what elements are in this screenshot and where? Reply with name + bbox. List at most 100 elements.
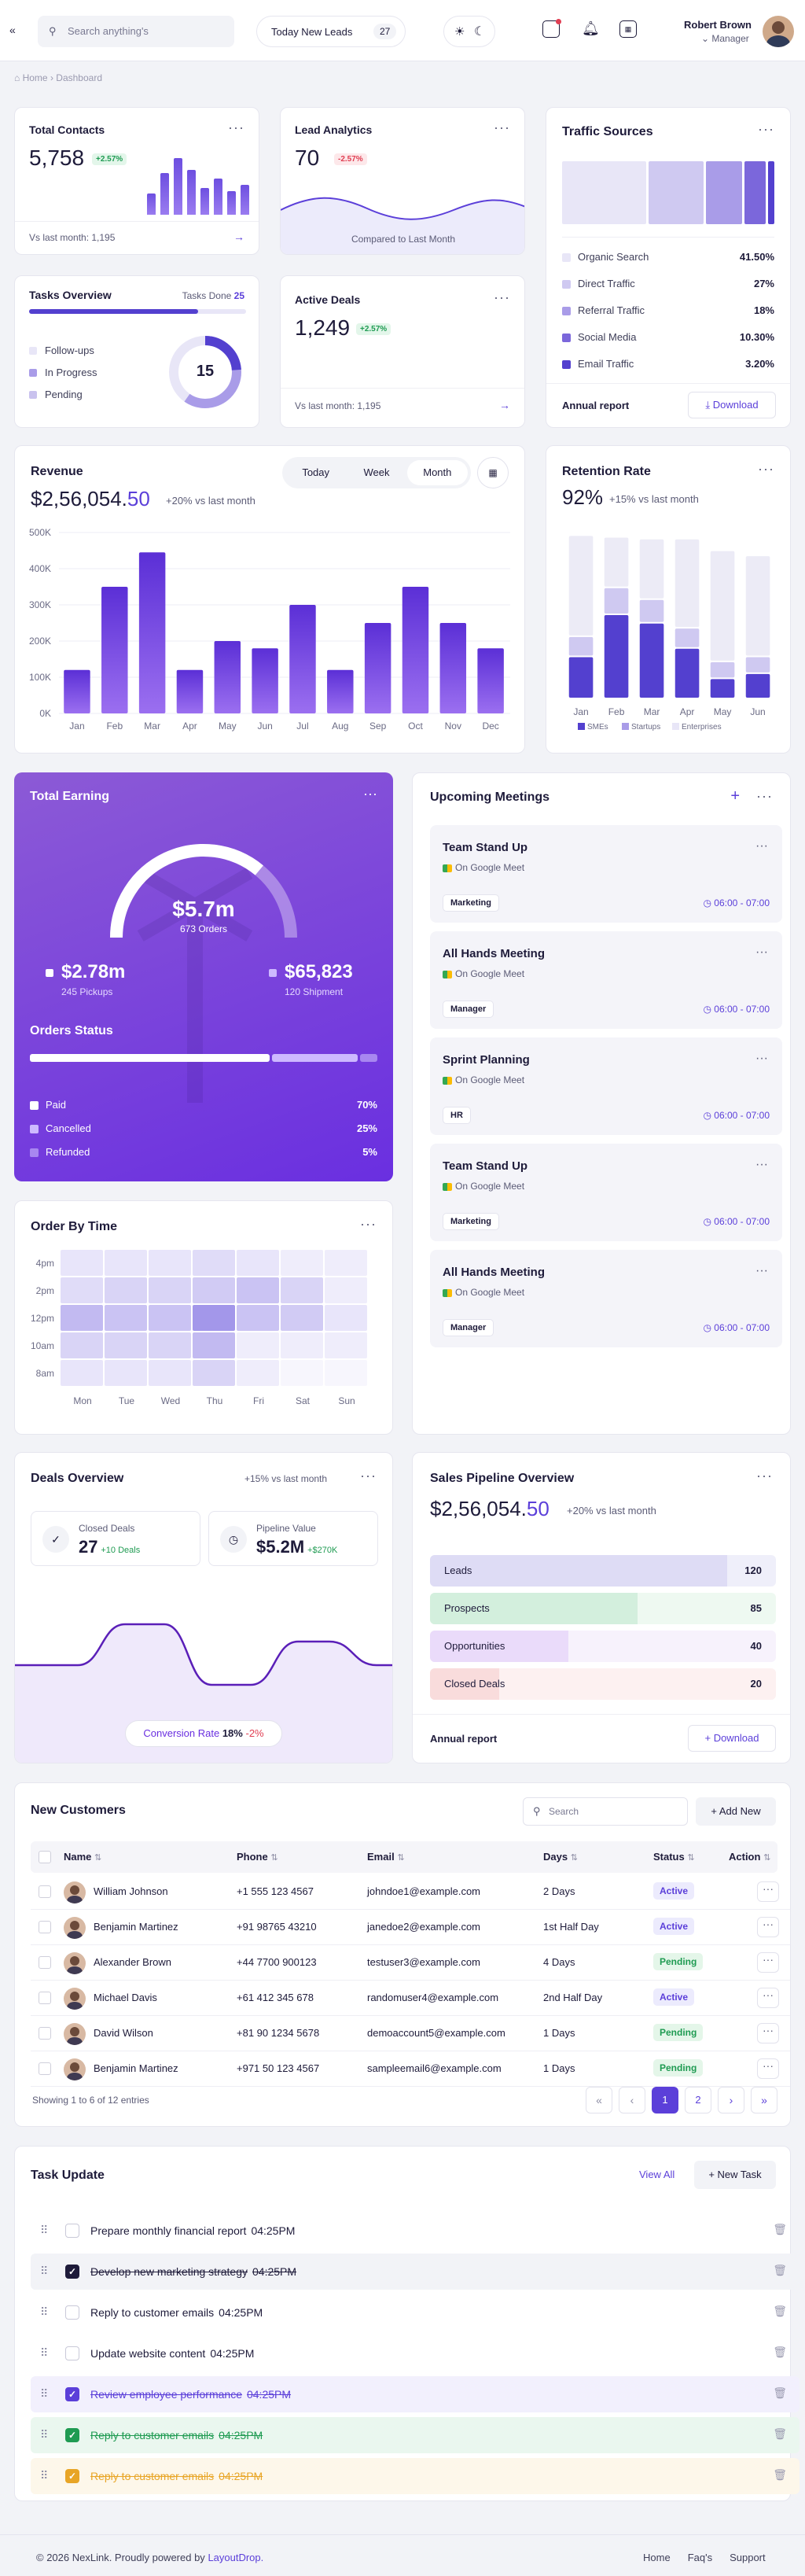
more-actions-button[interactable]: ··· [757,2023,779,2043]
next-page-icon[interactable]: › [718,2087,744,2113]
more-icon[interactable]: ··· [755,945,768,959]
trash-icon[interactable]: 🗑︎ [773,2468,787,2481]
last-page-icon[interactable]: » [751,2087,777,2113]
task-checkbox[interactable] [65,2305,79,2320]
customer-search[interactable]: ⚲ Search [523,1797,688,1826]
task-checkbox[interactable]: ✓ [65,2428,79,2442]
home-icon[interactable]: ⌂ [14,72,20,83]
pipeline-stage[interactable]: Closed Deals 20 [430,1668,776,1700]
more-icon[interactable]: ··· [755,839,768,853]
trash-icon[interactable]: 🗑︎ [773,2223,787,2235]
tab-today[interactable]: Today [302,466,330,478]
tab-week[interactable]: Week [363,466,390,478]
drag-handle-icon[interactable]: ⠿ [40,2224,49,2236]
drag-handle-icon[interactable]: ⠿ [40,2387,49,2400]
arrow-right-icon[interactable]: → [499,399,510,411]
collapse-sidebar-icon[interactable]: « [9,24,16,36]
trash-icon[interactable]: 🗑︎ [773,2264,787,2276]
pipeline-stage[interactable]: Opportunities 40 [430,1631,776,1662]
bell-icon[interactable]: 🔔︎ [582,20,600,36]
footer-link-support[interactable]: Support [730,2552,766,2563]
more-icon[interactable]: ··· [360,1468,377,1483]
tab-month[interactable]: Month [406,460,468,485]
table-row[interactable]: Benjamin Martinez +971 50 123 4567 samplee… [31,2051,790,2087]
search-box[interactable]: ⚲ Search anything's [38,16,234,47]
brand-link[interactable]: LayoutDrop. [208,2552,264,2563]
calendar-icon[interactable]: ▦ [619,20,637,38]
task-checkbox[interactable]: ✓ [65,2265,79,2279]
pipeline-stage[interactable]: Prospects 85 [430,1593,776,1624]
download-button[interactable]: + Download [688,1725,776,1752]
more-icon[interactable]: ··· [755,1052,768,1065]
more-icon[interactable]: ··· [360,1216,377,1232]
header-days[interactable]: Days ⇅ [543,1851,578,1863]
table-row[interactable]: William Johnson +1 555 123 4567 johndoe1@e… [31,1874,790,1910]
task-item[interactable]: ⠿ Update website content 04:25PM 🗑︎ [31,2335,799,2371]
more-icon[interactable]: ··· [756,788,773,804]
trash-icon[interactable]: 🗑︎ [773,2305,787,2317]
more-actions-button[interactable]: ··· [757,1988,779,2008]
user-role[interactable]: ⌄ Manager [701,33,749,44]
header-name[interactable]: Name ⇅ [64,1851,101,1863]
drag-handle-icon[interactable]: ⠿ [40,2265,49,2277]
task-item[interactable]: ⠿ ✓ Reply to customer emails 04:25PM 🗑︎ [31,2458,799,2494]
more-icon[interactable]: ··· [363,786,377,802]
meeting-item[interactable]: Team Stand Up ··· On Google Meet Marketing ◷… [430,825,782,923]
drag-handle-icon[interactable]: ⠿ [40,2469,49,2482]
arrow-right-icon[interactable]: → [233,230,244,243]
task-checkbox[interactable] [65,2224,79,2238]
more-actions-button[interactable]: ··· [757,1881,779,1902]
trash-icon[interactable]: 🗑︎ [773,2386,787,2399]
row-checkbox[interactable] [39,1921,51,1933]
table-row[interactable]: Michael Davis +61 412 345 678 randomuser4@… [31,1981,790,2016]
page-1[interactable]: 1 [652,2087,678,2113]
user-name[interactable]: Robert Brown [684,19,752,31]
page-2[interactable]: 2 [685,2087,711,2113]
drag-handle-icon[interactable]: ⠿ [40,2428,49,2441]
table-row[interactable]: Benjamin Martinez +91 98765 43210 janedoe2… [31,1910,790,1945]
more-icon[interactable]: ··· [494,289,510,305]
more-icon[interactable]: ··· [228,120,244,135]
row-checkbox[interactable] [39,1956,51,1969]
customer-search-input[interactable]: Search [549,1806,579,1817]
add-new-button[interactable]: + Add New [696,1797,776,1826]
moon-icon[interactable]: ☾ [474,25,486,39]
drag-handle-icon[interactable]: ⠿ [40,2305,49,2318]
today-leads[interactable]: Today New Leads 27 [256,16,406,47]
more-icon[interactable]: ··· [758,121,774,137]
more-icon[interactable]: ··· [758,461,774,477]
view-all-link[interactable]: View All [639,2169,675,2180]
trash-icon[interactable]: 🗑︎ [773,2427,787,2440]
table-row[interactable]: Alexander Brown +44 7700 900123 testuser3@… [31,1945,790,1981]
trash-icon[interactable]: 🗑︎ [773,2346,787,2358]
more-actions-button[interactable]: ··· [757,2058,779,2079]
messages-icon[interactable] [542,19,561,38]
drag-handle-icon[interactable]: ⠿ [40,2346,49,2359]
sun-icon[interactable]: ☀ [454,25,465,39]
meeting-item[interactable]: All Hands Meeting ··· On Google Meet Manage… [430,931,782,1029]
task-item[interactable]: ⠿ ✓ Reply to customer emails 04:25PM 🗑︎ [31,2417,799,2453]
row-checkbox[interactable] [39,2027,51,2040]
more-icon[interactable]: ··· [494,120,510,135]
meeting-item[interactable]: Sprint Planning ··· On Google Meet HR ◷ 06:0… [430,1037,782,1135]
task-item[interactable]: ⠿ ✓ Develop new marketing strategy 04:25PM 🗑… [31,2254,799,2290]
task-item[interactable]: ⠿ Reply to customer emails 04:25PM 🗑︎ [31,2294,799,2331]
header-phone[interactable]: Phone ⇅ [237,1851,278,1863]
calendar-button[interactable]: ▦ [477,457,509,488]
table-row[interactable]: David Wilson +81 90 1234 5678 demoaccount5… [31,2016,790,2051]
avatar[interactable] [763,16,794,47]
task-item[interactable]: ⠿ ✓ Review employee performance 04:25PM 🗑︎ [31,2376,799,2412]
row-checkbox[interactable] [39,2062,51,2075]
meeting-item[interactable]: Team Stand Up ··· On Google Meet Marketing ◷… [430,1144,782,1241]
row-checkbox[interactable] [39,1992,51,2004]
breadcrumb-home[interactable]: Home [22,72,48,83]
new-task-button[interactable]: + New Task [694,2161,776,2189]
more-icon[interactable]: ··· [755,1158,768,1171]
more-icon[interactable]: ··· [756,1468,773,1483]
download-button[interactable]: ⤓ Download [688,392,776,418]
footer-link-faq[interactable]: Faq's [687,2552,713,2563]
row-checkbox[interactable] [39,1885,51,1898]
pipeline-stage[interactable]: Leads 120 [430,1555,776,1587]
task-item[interactable]: ⠿ Prepare monthly financial report 04:25PM… [31,2213,799,2249]
task-checkbox[interactable] [65,2346,79,2360]
